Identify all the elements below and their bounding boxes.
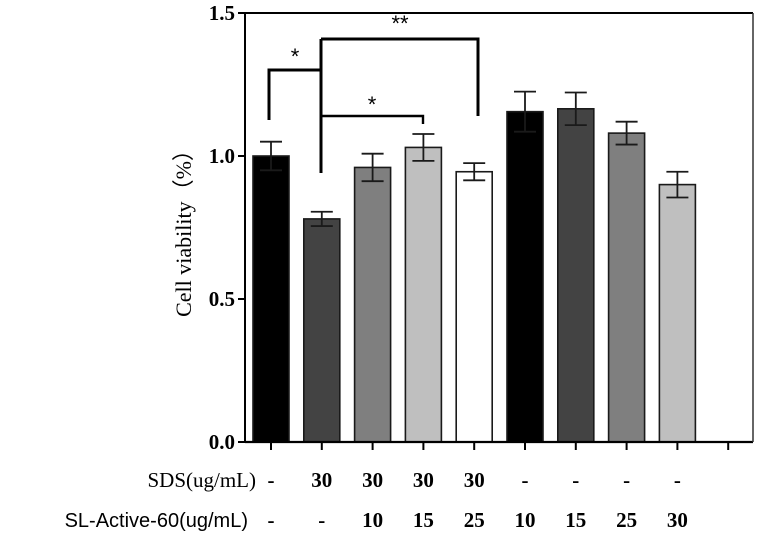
error-bar-9 [666, 170, 689, 199]
bracket-bar2-bar5 [321, 37, 480, 116]
error-bars-layer [260, 90, 689, 227]
bar-2 [302, 218, 341, 443]
bar-8 [607, 132, 646, 443]
error-bar-2 [310, 210, 333, 227]
error-bar-7 [564, 91, 587, 127]
significance-label: * [368, 92, 377, 117]
y-tick-label: 0.5 [209, 287, 235, 311]
bar-7 [556, 108, 595, 443]
condition-value: - [268, 508, 275, 532]
significance-label: * [291, 44, 300, 69]
error-bar-3 [361, 152, 384, 183]
significance-label: ** [391, 11, 409, 36]
error-bar-5 [463, 162, 486, 182]
y-tick-label: 0.0 [209, 430, 235, 454]
condition-value: 30 [413, 468, 434, 492]
bar-6 [506, 110, 544, 443]
y-tick-label: 1.0 [209, 144, 235, 168]
condition-value: 10 [515, 508, 536, 532]
bars-layer [252, 108, 697, 443]
condition-value: - [623, 468, 630, 492]
condition-value: 15 [565, 508, 586, 532]
bracket-bar2-bar4 [321, 114, 425, 124]
significance-brackets [267, 37, 480, 173]
condition-value: - [522, 468, 529, 492]
error-bar-4 [412, 133, 435, 162]
condition-value: 30 [667, 508, 688, 532]
condition-value: 30 [311, 468, 332, 492]
condition-value: - [572, 468, 579, 492]
bracket-bar1-bar2 [267, 68, 321, 120]
condition-value: 15 [413, 508, 434, 532]
condition-value: 25 [464, 508, 485, 532]
sds-row-label: SDS(ug/mL) [147, 468, 256, 492]
condition-value: 30 [464, 468, 485, 492]
error-bar-1 [260, 140, 282, 172]
axes-layer: 0.0 0.5 1.0 1.5 [209, 1, 754, 454]
labels-layer: Cell viability（%） SDS(ug/mL) SL-Active-6… [65, 139, 688, 532]
condition-value: 10 [362, 508, 383, 532]
error-bar-8 [615, 120, 638, 146]
bar-1 [252, 155, 290, 443]
condition-value: - [674, 468, 681, 492]
condition-value: 30 [362, 468, 383, 492]
y-tick-label: 1.5 [209, 1, 235, 25]
bar-4 [404, 146, 443, 443]
bar-5 [455, 170, 494, 443]
significance-layer: **** [267, 11, 480, 173]
bar-9 [658, 183, 697, 443]
condition-value: - [268, 468, 275, 492]
bar-3 [353, 166, 392, 443]
condition-value: 25 [616, 508, 637, 532]
condition-value: - [318, 508, 325, 532]
error-bar-6 [514, 90, 536, 133]
sl-active-row-label: SL-Active-60(ug/mL) [65, 510, 248, 532]
y-axis-label: Cell viability（%） [171, 139, 196, 317]
